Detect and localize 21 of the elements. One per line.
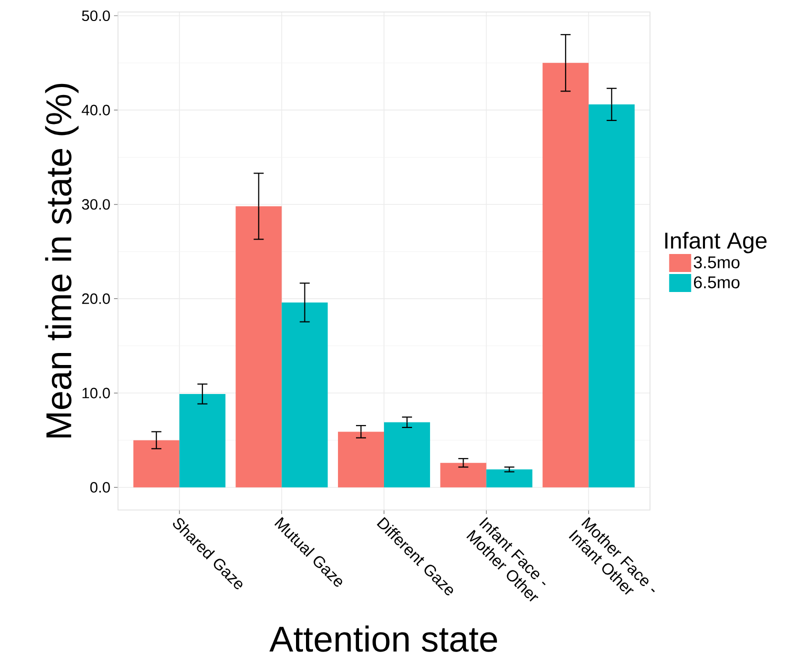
bar bbox=[236, 206, 282, 488]
y-tick-label: 10.0 bbox=[82, 388, 110, 398]
bar bbox=[542, 62, 589, 488]
bar bbox=[282, 302, 328, 488]
y-axis-title: Mean time in state (%) bbox=[45, 84, 79, 438]
legend-label: 3.5mo bbox=[694, 256, 740, 268]
legend-title: Infant Age bbox=[665, 232, 767, 254]
legend-label: 6.5mo bbox=[694, 276, 740, 288]
bar bbox=[133, 440, 180, 488]
bar bbox=[486, 469, 532, 488]
bar bbox=[440, 462, 486, 488]
y-tick-label: 20.0 bbox=[82, 293, 110, 304]
y-tick-label: 40.0 bbox=[82, 104, 110, 116]
bar bbox=[338, 432, 384, 488]
bar bbox=[179, 394, 226, 488]
y-tick-label: 50.0 bbox=[82, 10, 110, 22]
bar bbox=[384, 422, 430, 488]
bar bbox=[588, 104, 635, 488]
y-tick-label: 30.0 bbox=[82, 199, 110, 210]
y-tick-label: 0.0 bbox=[90, 482, 110, 493]
x-axis-title: Attention state bbox=[269, 626, 498, 652]
